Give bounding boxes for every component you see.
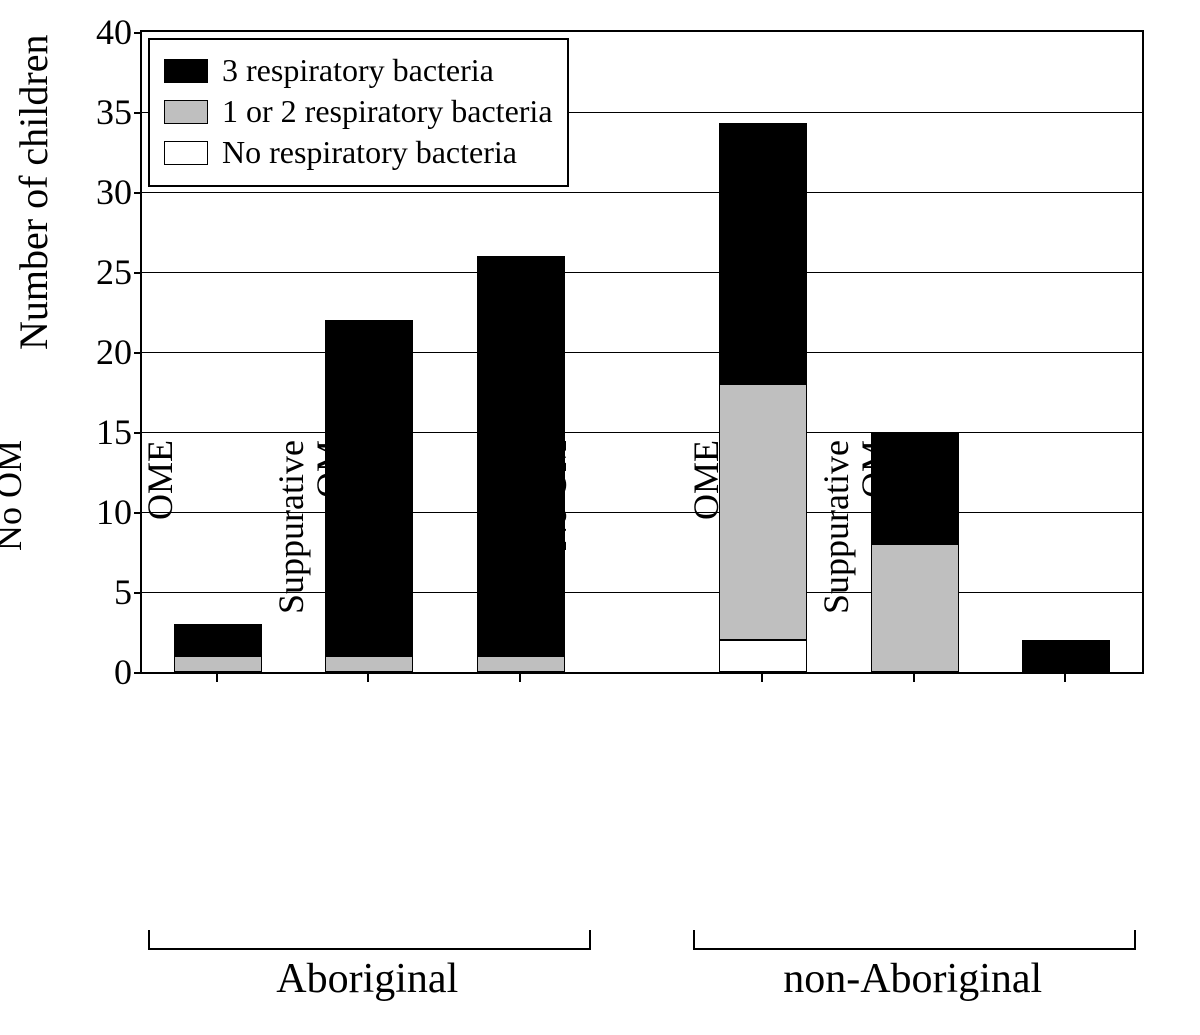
x-category-label: OME [685, 440, 727, 680]
gridline [142, 192, 1142, 193]
legend-label: 1 or 2 respiratory bacteria [222, 93, 553, 130]
y-axis-label: Number of children [10, 35, 57, 350]
x-tick-mark [1064, 672, 1066, 682]
y-tick-mark [134, 432, 142, 434]
bar [174, 624, 262, 672]
x-category-label: No OM [533, 440, 575, 680]
x-tick-mark [519, 672, 521, 682]
y-tick-label: 15 [96, 411, 132, 453]
legend: 3 respiratory bacteria 1 or 2 respiratory… [148, 38, 569, 187]
legend-item: No respiratory bacteria [164, 134, 553, 171]
y-tick-label: 0 [114, 651, 132, 693]
x-tick-mark [761, 672, 763, 682]
group-label: non-Aboriginal [693, 955, 1132, 1003]
bar-segment-one_two [719, 384, 807, 640]
y-tick-mark [134, 272, 142, 274]
gridline [142, 352, 1142, 353]
bar-segment-none [719, 640, 807, 672]
bar-segment-three [174, 624, 262, 656]
x-category-label: No OM [0, 440, 30, 680]
legend-label: No respiratory bacteria [222, 134, 517, 171]
y-tick-mark [134, 352, 142, 354]
x-category-label: SuppurativeOM [818, 440, 894, 680]
chart-container: Number of children 3 respiratory bacteri… [0, 0, 1200, 1035]
y-tick-label: 5 [114, 571, 132, 613]
x-tick-mark [367, 672, 369, 682]
y-tick-label: 35 [96, 91, 132, 133]
y-tick-label: 30 [96, 171, 132, 213]
y-tick-mark [134, 112, 142, 114]
bar [1022, 640, 1110, 672]
legend-swatch [164, 141, 208, 165]
group-bracket [693, 930, 1136, 950]
legend-swatch [164, 59, 208, 83]
legend-label: 3 respiratory bacteria [222, 52, 494, 89]
group-label: Aboriginal [148, 955, 587, 1003]
bar-segment-three [1022, 640, 1110, 672]
x-category-label: SuppurativeOM [273, 440, 349, 680]
x-tick-mark [216, 672, 218, 682]
y-tick-label: 20 [96, 331, 132, 373]
y-tick-label: 10 [96, 491, 132, 533]
legend-swatch [164, 100, 208, 124]
bar [719, 123, 807, 672]
y-tick-mark [134, 32, 142, 34]
gridline [142, 272, 1142, 273]
y-tick-mark [134, 192, 142, 194]
bar-segment-one_two [174, 656, 262, 672]
x-tick-mark [913, 672, 915, 682]
x-category-label: OME [139, 440, 181, 680]
y-tick-label: 40 [96, 11, 132, 53]
y-tick-label: 25 [96, 251, 132, 293]
legend-item: 1 or 2 respiratory bacteria [164, 93, 553, 130]
group-bracket [148, 930, 591, 950]
bar-segment-three [719, 123, 807, 384]
gridline [142, 432, 1142, 433]
legend-item: 3 respiratory bacteria [164, 52, 553, 89]
